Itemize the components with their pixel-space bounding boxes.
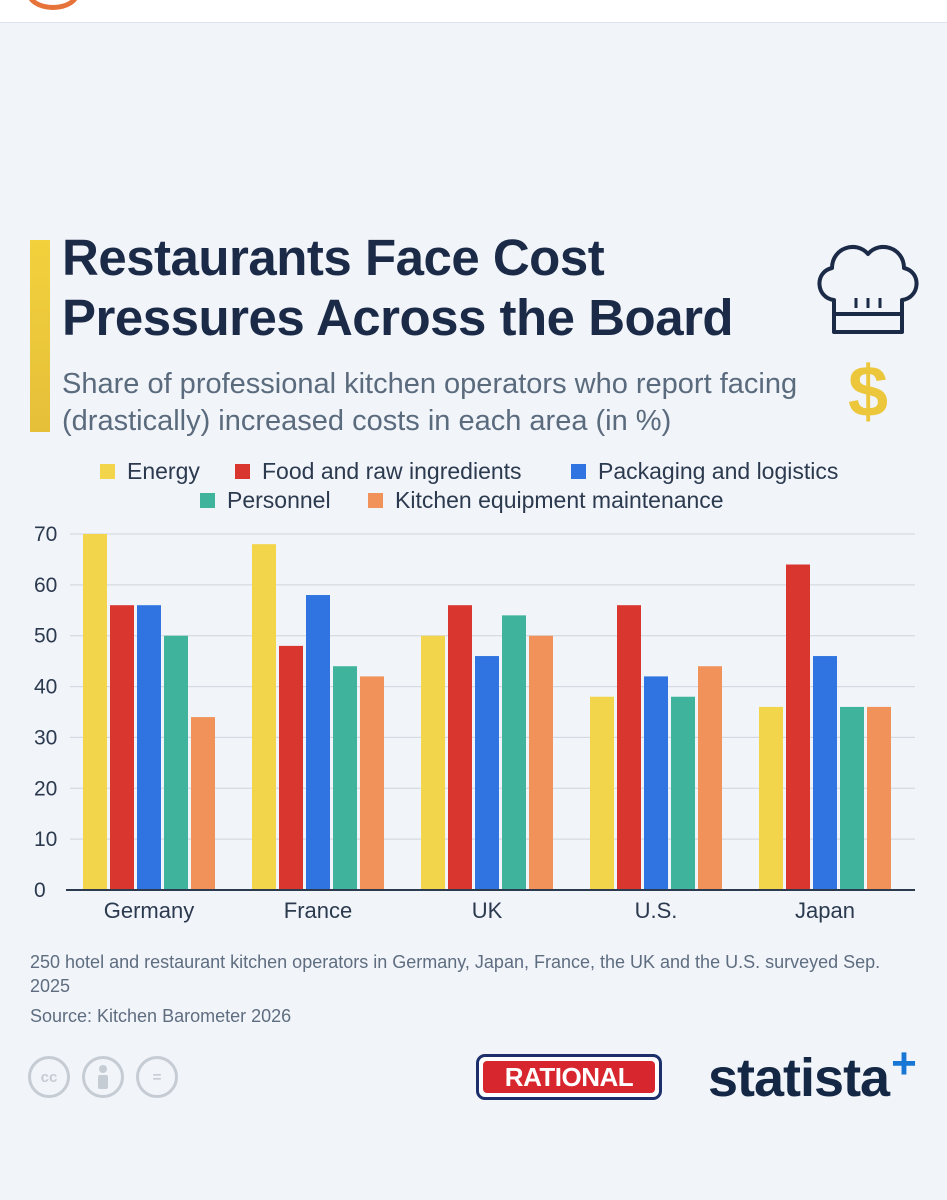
chart-notes: 250 hotel and restaurant kitchen operato… xyxy=(30,950,910,1028)
statista-logo-text: statista xyxy=(708,1048,890,1108)
survey-description: 250 hotel and restaurant kitchen operato… xyxy=(30,952,881,996)
bar-packaging-and-logistics-us xyxy=(644,676,668,890)
statista-logo[interactable]: statista+ xyxy=(708,1039,917,1110)
x-tick-label: Japan xyxy=(795,898,855,923)
bar-kitchen-equipment-maintenance-japan xyxy=(867,706,891,890)
legend-item-food: Food and raw ingredients xyxy=(235,456,522,486)
bar-food-and-raw-ingredients-uk xyxy=(448,605,472,890)
bar-personnel-france xyxy=(333,666,357,890)
y-tick-label: 10 xyxy=(34,828,57,851)
source-note: Source: Kitchen Barometer 2026 xyxy=(30,1006,292,1026)
bar-packaging-and-logistics-japan xyxy=(813,656,837,890)
legend-item-personnel: Personnel xyxy=(200,485,331,515)
bar-personnel-germany xyxy=(164,635,188,890)
bar-energy-france xyxy=(252,544,276,890)
bar-energy-germany xyxy=(83,534,107,890)
by-icon[interactable] xyxy=(82,1056,124,1098)
legend-swatch xyxy=(368,492,383,508)
y-tick-label: 50 xyxy=(34,625,57,648)
x-tick-label: Germany xyxy=(104,898,194,923)
x-tick-label: France xyxy=(284,898,352,923)
bar-food-and-raw-ingredients-us xyxy=(617,605,641,890)
rational-logo[interactable]: RATIONAL xyxy=(476,1054,662,1100)
x-tick-label: UK xyxy=(472,898,503,923)
legend-label: Energy xyxy=(127,457,200,484)
bars xyxy=(83,534,891,890)
bar-personnel-japan xyxy=(840,706,864,890)
bar-energy-uk xyxy=(421,635,445,890)
legend-label: Kitchen equipment maintenance xyxy=(395,486,724,513)
axes: 0 10 20 30 40 50 60 70 Germany France UK U.S. Japan xyxy=(34,523,915,923)
legend-item-packaging: Packaging and logistics xyxy=(571,456,838,486)
bar-packaging-and-logistics-france xyxy=(306,595,330,890)
bar-kitchen-equipment-maintenance-uk xyxy=(529,635,553,890)
y-tick-label: 30 xyxy=(34,726,57,749)
y-tick-label: 40 xyxy=(34,676,57,699)
y-tick-label: 60 xyxy=(34,574,57,597)
bar-kitchen-equipment-maintenance-us xyxy=(698,666,722,890)
chart-legend: Energy Food and raw ingredients Packagin… xyxy=(60,456,890,522)
bar-food-and-raw-ingredients-france xyxy=(279,645,303,890)
x-tick-label: U.S. xyxy=(635,898,678,923)
top-bar xyxy=(0,0,947,23)
legend-swatch xyxy=(200,492,215,508)
bar-energy-us xyxy=(590,696,614,890)
bar-personnel-uk xyxy=(502,615,526,890)
svg-text:$: $ xyxy=(848,352,888,426)
bar-packaging-and-logistics-uk xyxy=(475,656,499,890)
legend-swatch xyxy=(100,463,115,479)
bar-kitchen-equipment-maintenance-germany xyxy=(191,717,215,890)
statista-plus-icon: + xyxy=(891,1039,917,1088)
bar-kitchen-equipment-maintenance-france xyxy=(360,676,384,890)
rational-logo-text: RATIONAL xyxy=(483,1061,655,1093)
bar-food-and-raw-ingredients-germany xyxy=(110,605,134,890)
bar-food-and-raw-ingredients-japan xyxy=(786,564,810,890)
app-logo-icon[interactable] xyxy=(26,0,80,10)
chef-hat-dollar-icon: $ xyxy=(817,245,919,426)
nd-icon[interactable]: = xyxy=(136,1056,178,1098)
title-accent-bar xyxy=(30,240,50,432)
bar-packaging-and-logistics-germany xyxy=(137,605,161,890)
y-tick-label: 0 xyxy=(34,879,46,902)
bar-personnel-us xyxy=(671,696,695,890)
cc-icon[interactable]: cc xyxy=(28,1056,70,1098)
legend-swatch xyxy=(571,463,586,479)
legend-item-energy: Energy xyxy=(100,456,200,486)
y-tick-label: 20 xyxy=(34,777,57,800)
bar-chart: 0 10 20 30 40 50 60 70 Germany France UK U.S. Japan xyxy=(34,523,915,923)
legend-label: Personnel xyxy=(227,486,331,513)
chart-subtitle: Share of professional kitchen operators … xyxy=(62,368,798,437)
license-icons: cc = xyxy=(28,1056,178,1102)
bar-energy-japan xyxy=(759,706,783,890)
legend-label: Packaging and logistics xyxy=(598,457,839,484)
legend-item-maintenance: Kitchen equipment maintenance xyxy=(368,485,724,515)
y-tick-label: 70 xyxy=(34,523,57,546)
legend-label: Food and raw ingredients xyxy=(262,457,522,484)
legend-swatch xyxy=(235,463,250,479)
chart-title: Restaurants Face Cost Pressures Across t… xyxy=(62,229,734,346)
